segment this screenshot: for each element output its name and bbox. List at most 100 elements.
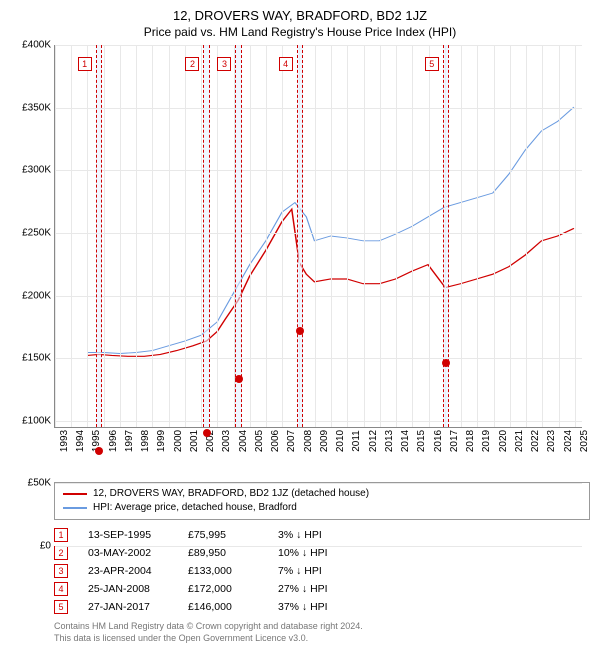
xtick-label: 2007: [282, 430, 297, 452]
gridline-v: [266, 45, 267, 427]
gridline-h: [55, 170, 582, 171]
xtick-label: 1999: [152, 430, 167, 452]
gridline-v: [477, 45, 478, 427]
gridline-v: [331, 45, 332, 427]
ytick-label: £50K: [28, 478, 55, 489]
xtick-label: 2023: [542, 430, 557, 452]
xtick-label: 2012: [364, 430, 379, 452]
gridline-v: [429, 45, 430, 427]
event-row-price: £146,000: [188, 598, 258, 616]
footer-line-1: Contains HM Land Registry data © Crown c…: [54, 620, 590, 632]
ytick-label: £200K: [22, 290, 55, 301]
gridline-v: [575, 45, 576, 427]
gridline-v: [217, 45, 218, 427]
gridline-v: [55, 45, 56, 427]
gridline-v: [412, 45, 413, 427]
event-row-date: 25-JAN-2008: [88, 580, 168, 598]
footer-line-2: This data is licensed under the Open Gov…: [54, 632, 590, 644]
xtick-label: 2025: [575, 430, 590, 452]
gridline-v: [250, 45, 251, 427]
sale-marker: [203, 429, 211, 437]
sale-marker: [95, 447, 103, 455]
ytick-label: £300K: [22, 165, 55, 176]
gridline-h: [55, 45, 582, 46]
gridline-v: [364, 45, 365, 427]
ytick-label: £350K: [22, 102, 55, 113]
gridline-h: [55, 233, 582, 234]
xtick-label: 2024: [559, 430, 574, 452]
gridline-v: [152, 45, 153, 427]
legend-swatch: [63, 507, 87, 509]
event-row-badge: 3: [54, 564, 68, 578]
event-badge: 1: [78, 57, 92, 71]
event-badge: 5: [425, 57, 439, 71]
gridline-v: [510, 45, 511, 427]
event-row-diff: 3% ↓ HPI: [278, 526, 358, 544]
xtick-label: 2006: [266, 430, 281, 452]
container: 12, DROVERS WAY, BRADFORD, BD2 1JZ Price…: [0, 0, 600, 650]
gridline-h: [55, 483, 582, 484]
gridline-v: [494, 45, 495, 427]
gridline-v: [559, 45, 560, 427]
event-row-price: £172,000: [188, 580, 258, 598]
gridline-v: [315, 45, 316, 427]
legend-row: 12, DROVERS WAY, BRADFORD, BD2 1JZ (deta…: [63, 487, 581, 501]
event-row-diff: 27% ↓ HPI: [278, 580, 358, 598]
chart-area: £0£50K£100K£150K£200K£250K£300K£350K£400…: [54, 45, 582, 428]
gridline-h: [55, 546, 582, 547]
chart-svg: [55, 45, 582, 427]
event-row-price: £75,995: [188, 526, 258, 544]
sale-marker: [442, 359, 450, 367]
ytick-label: £0: [40, 541, 55, 552]
legend-label: 12, DROVERS WAY, BRADFORD, BD2 1JZ (deta…: [93, 487, 369, 501]
events-table: 113-SEP-1995£75,9953% ↓ HPI203-MAY-2002£…: [54, 526, 590, 616]
ytick-label: £400K: [22, 40, 55, 51]
event-row-badge: 1: [54, 528, 68, 542]
event-row-price: £133,000: [188, 562, 258, 580]
xtick-label: 2021: [510, 430, 525, 452]
gridline-v: [87, 45, 88, 427]
legend: 12, DROVERS WAY, BRADFORD, BD2 1JZ (deta…: [54, 482, 590, 520]
event-band: [443, 45, 449, 427]
event-badge: 3: [217, 57, 231, 71]
gridline-h: [55, 296, 582, 297]
sale-marker: [235, 375, 243, 383]
xtick-label: 1997: [120, 430, 135, 452]
event-row: 4 25-JAN-2008 £172,000 27% ↓ HPI: [54, 580, 590, 598]
event-row: 3 23-APR-2004 £133,000 7% ↓ HPI: [54, 562, 590, 580]
gridline-h: [55, 358, 582, 359]
event-row-badge: 5: [54, 600, 68, 614]
event-row-badge: 2: [54, 546, 68, 560]
legend-row: HPI: Average price, detached house, Brad…: [63, 501, 581, 515]
xtick-label: 2000: [169, 430, 184, 452]
gridline-v: [396, 45, 397, 427]
chart-wrap: £0£50K£100K£150K£200K£250K£300K£350K£400…: [10, 45, 590, 476]
xtick-label: 2017: [445, 430, 460, 452]
gridline-v: [104, 45, 105, 427]
xtick-label: 2008: [299, 430, 314, 452]
event-row-diff: 7% ↓ HPI: [278, 562, 358, 580]
ytick-label: £100K: [22, 415, 55, 426]
xtick-label: 2001: [185, 430, 200, 452]
gridline-v: [201, 45, 202, 427]
event-row-date: 23-APR-2004: [88, 562, 168, 580]
chart-title: 12, DROVERS WAY, BRADFORD, BD2 1JZ: [10, 8, 590, 23]
xtick-label: 1994: [71, 430, 86, 452]
xtick-label: 2011: [347, 430, 362, 452]
footer: Contains HM Land Registry data © Crown c…: [54, 620, 590, 644]
xtick-label: 2019: [477, 430, 492, 452]
gridline-v: [380, 45, 381, 427]
gridline-h: [55, 421, 582, 422]
xtick-label: 2005: [250, 430, 265, 452]
xtick-label: 2004: [234, 430, 249, 452]
gridline-v: [185, 45, 186, 427]
event-band: [203, 45, 209, 427]
xtick-label: 1998: [136, 430, 151, 452]
xtick-label: 2020: [494, 430, 509, 452]
gridline-v: [71, 45, 72, 427]
event-row-badge: 4: [54, 582, 68, 596]
event-row: 113-SEP-1995£75,9953% ↓ HPI: [54, 526, 590, 544]
xtick-label: 2003: [217, 430, 232, 452]
event-band: [96, 45, 102, 427]
xtick-label: 2009: [315, 430, 330, 452]
